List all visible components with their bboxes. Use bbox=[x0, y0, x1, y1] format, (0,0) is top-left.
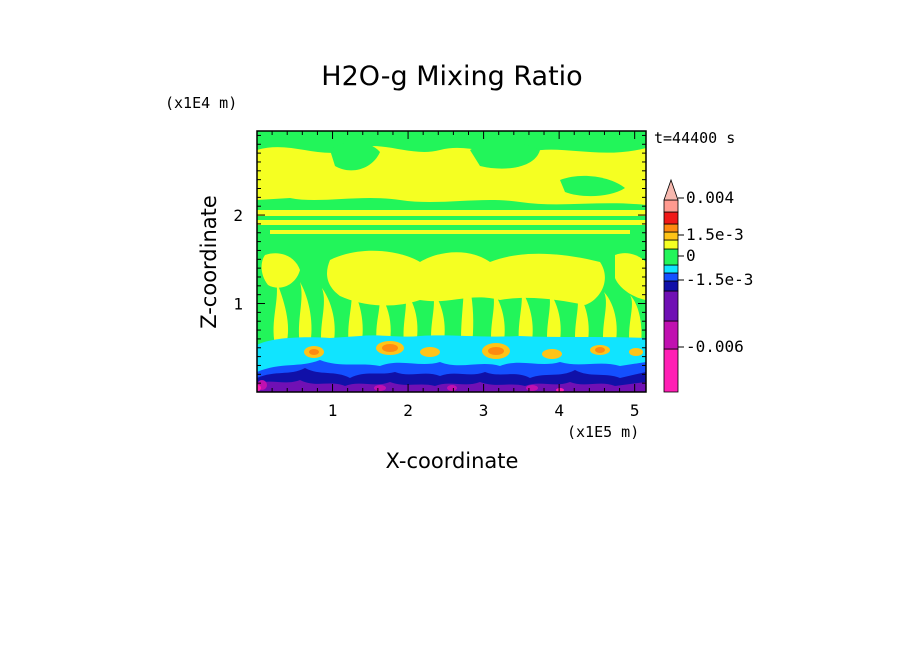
upper-green-patch bbox=[470, 141, 540, 169]
colorbar-level-orange bbox=[663, 223, 679, 233]
colorbar-labels: 0.004 1.5e-3 0 -1.5e-3 -0.006 bbox=[678, 188, 753, 356]
cyan-moist-layer bbox=[257, 335, 646, 372]
mid-yellow-region bbox=[261, 253, 300, 288]
colorbar-level-cyan bbox=[663, 264, 679, 274]
y-tick-labels: 12 bbox=[233, 206, 243, 313]
y-tick-label: 2 bbox=[233, 206, 243, 225]
colorbar-level-deep-blue bbox=[663, 280, 679, 292]
colorbar-level-amber bbox=[663, 231, 679, 241]
colorbar-level-salmon bbox=[663, 199, 679, 213]
colorbar-level-green bbox=[663, 248, 679, 266]
pink-surface-spots bbox=[257, 385, 564, 392]
colorbar-level-violet bbox=[663, 290, 679, 322]
upper-green-patch bbox=[330, 141, 380, 171]
axis-ticks bbox=[257, 131, 646, 392]
colorbar-label: -1.5e-3 bbox=[686, 270, 753, 289]
colorbar-level-pale-pink bbox=[663, 178, 679, 201]
x-tick-label: 2 bbox=[403, 401, 413, 420]
x-scale-label: (x1E5 m) bbox=[567, 423, 639, 441]
x-axis-label: X-coordinate bbox=[386, 449, 519, 473]
colorbar-label: 0 bbox=[686, 246, 696, 265]
colorbar-level-blue bbox=[663, 272, 679, 282]
yellow-band bbox=[257, 210, 646, 216]
x-tick-label: 5 bbox=[630, 401, 640, 420]
y-tick-label: 1 bbox=[233, 295, 243, 314]
y-scale-label: (x1E4 m) bbox=[165, 94, 237, 112]
colorbar-label: 1.5e-3 bbox=[686, 225, 744, 244]
colorbar bbox=[663, 178, 679, 393]
yellow-band bbox=[270, 230, 630, 234]
orange-cores bbox=[304, 341, 643, 359]
colorbar-label: 0.004 bbox=[686, 188, 734, 207]
upper-yellow-layer bbox=[257, 146, 646, 205]
x-tick-label: 3 bbox=[479, 401, 489, 420]
x-tick-label: 1 bbox=[328, 401, 338, 420]
colorbar-level-red bbox=[663, 211, 679, 225]
mid-yellow-region bbox=[615, 253, 646, 300]
x-tick-labels: 1 2 3 4 5 bbox=[328, 401, 640, 420]
yellow-band bbox=[257, 220, 646, 225]
time-label: t=44400 s bbox=[654, 129, 735, 147]
y-axis-label: Z-coordinate bbox=[197, 195, 221, 329]
chart-title: H2O-g Mixing Ratio bbox=[321, 61, 582, 92]
colorbar-label: -0.006 bbox=[686, 337, 744, 356]
contour-field bbox=[257, 131, 646, 392]
yellow-plumes bbox=[273, 260, 642, 360]
x-tick-label: 4 bbox=[554, 401, 564, 420]
colorbar-level-magenta bbox=[663, 348, 679, 393]
plot-frame bbox=[256, 130, 647, 393]
colorbar-level-yellow bbox=[663, 239, 679, 250]
colorbar-level-purple-red bbox=[663, 320, 679, 350]
upper-green-patch bbox=[560, 175, 625, 197]
